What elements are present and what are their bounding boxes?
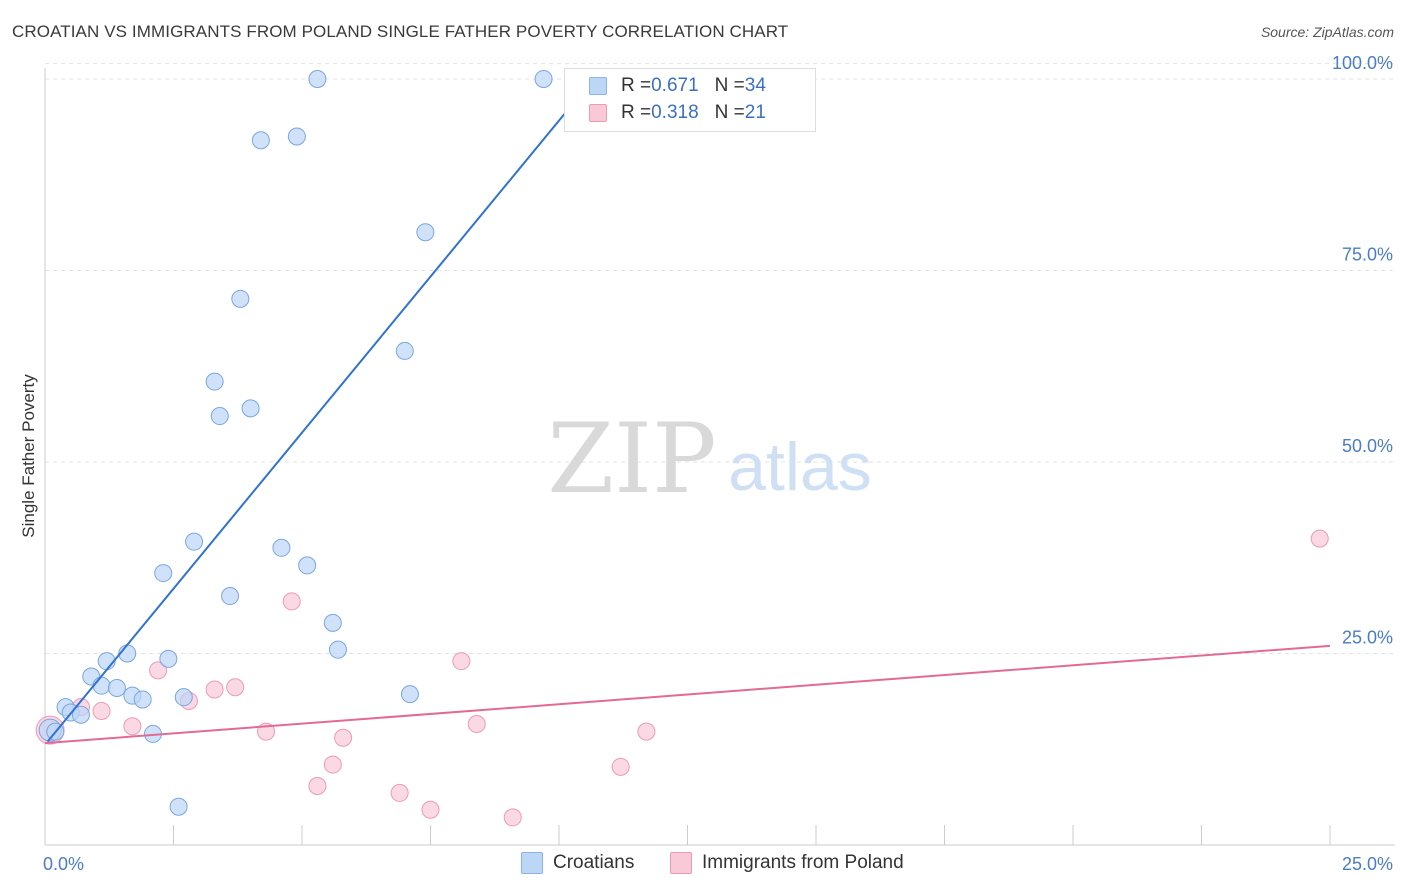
croatian-point xyxy=(298,556,317,575)
chart-title: CROATIAN VS IMMIGRANTS FROM POLAND SINGL… xyxy=(12,22,789,41)
bottom-legend-label-poland: Immigrants from Poland xyxy=(702,852,904,873)
croatian-point xyxy=(107,678,126,697)
poland-points xyxy=(35,529,1329,827)
tick-labels: 25.0% 50.0% 75.0% 100.0% 0.0% 25.0% xyxy=(43,53,1393,874)
croatian-point xyxy=(210,407,229,426)
legend-n-value: 34 xyxy=(744,75,766,96)
croatian-points xyxy=(38,70,553,816)
source-credit: Source: ZipAtlas.com xyxy=(1260,24,1394,40)
y-tick-label: 75.0% xyxy=(1342,245,1393,265)
y-axis-label: Single Father Poverty xyxy=(19,374,38,538)
croatian-point xyxy=(154,564,173,583)
poland-point xyxy=(390,783,409,802)
poland-point xyxy=(611,757,630,776)
legend-r-label: R = xyxy=(621,75,652,96)
bottom-legend-label-croatians: Croatians xyxy=(553,852,635,873)
poland-point xyxy=(637,722,656,741)
poland-point xyxy=(334,728,353,747)
croatian-point xyxy=(323,613,342,632)
croatian-point xyxy=(416,223,435,242)
legend-swatch-blue xyxy=(589,77,607,95)
croatian-point xyxy=(272,538,291,557)
croatian-point xyxy=(174,688,193,707)
poland-trend-line xyxy=(44,644,1331,745)
croatian-point xyxy=(71,705,90,724)
poland-point xyxy=(92,701,111,720)
legend-row-poland: R = 0.318 N = 21 xyxy=(589,101,766,125)
watermark-atlas: atlas xyxy=(728,429,872,505)
legend-n-value: 21 xyxy=(744,102,766,123)
legend-r-label: R = xyxy=(621,102,652,123)
poland-point xyxy=(149,661,168,680)
x-tick-label: 25.0% xyxy=(1342,854,1393,874)
poland-point xyxy=(467,714,486,733)
legend-row-croatians: R = 0.671 N = 34 xyxy=(589,74,766,98)
legend-swatch-pink xyxy=(589,104,607,122)
correlation-legend: R = 0.671 N = 34 R = 0.318 N = 21 xyxy=(564,68,816,132)
legend-n-label: N = xyxy=(714,75,745,96)
axis-layer xyxy=(44,68,1395,846)
croatian-point xyxy=(133,690,152,709)
watermark-zip: ZIP xyxy=(547,403,716,515)
croatian-point xyxy=(395,341,414,360)
poland-point xyxy=(308,777,327,796)
poland-point xyxy=(205,680,224,699)
poland-point xyxy=(226,678,245,697)
croatian-point xyxy=(205,372,224,391)
croatian-point xyxy=(251,131,270,150)
poland-point xyxy=(282,592,301,611)
bottom-legend-swatch-blue xyxy=(521,852,543,874)
croatian-point xyxy=(241,399,260,418)
poland-point xyxy=(421,800,440,819)
x-tick-label: 0.0% xyxy=(43,854,84,874)
croatian-point xyxy=(400,685,419,704)
poland-point xyxy=(452,652,471,671)
trend-lines xyxy=(44,107,1331,745)
legend-n-label: N = xyxy=(714,102,745,123)
y-tick-label: 100.0% xyxy=(1332,53,1393,73)
legend-r-value: 0.318 xyxy=(651,102,699,123)
y-tick-label: 25.0% xyxy=(1342,628,1393,648)
croatian-point xyxy=(169,797,188,816)
croatian-trend-line xyxy=(46,107,571,743)
legend-r-value: 0.671 xyxy=(651,75,699,96)
croatian-point xyxy=(159,649,178,668)
croatian-point xyxy=(185,532,204,551)
croatian-point xyxy=(231,289,250,308)
croatian-point xyxy=(221,587,240,606)
poland-point xyxy=(123,717,142,736)
bottom-legend-poland: Immigrants from Poland xyxy=(670,852,904,874)
y-tick-label: 50.0% xyxy=(1342,436,1393,456)
croatian-point xyxy=(534,70,553,88)
croatian-point xyxy=(308,70,327,88)
poland-point xyxy=(503,808,522,827)
grid-layer xyxy=(45,63,1395,654)
poland-point xyxy=(1310,529,1329,548)
croatian-point xyxy=(328,640,347,659)
croatian-point xyxy=(287,127,306,146)
watermark: ZIP atlas xyxy=(547,403,871,515)
bottom-legend-croatians: Croatians xyxy=(521,852,634,874)
bottom-legend-swatch-pink xyxy=(670,852,692,874)
croatian-point xyxy=(92,676,111,695)
poland-point xyxy=(323,755,342,774)
